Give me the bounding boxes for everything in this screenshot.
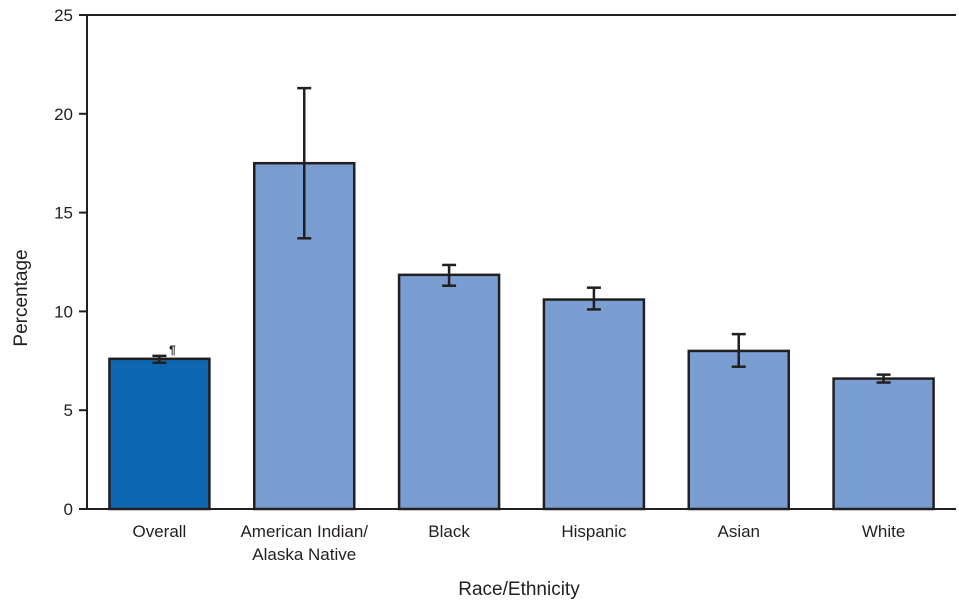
bar (832, 377, 935, 511)
x-tick-label: Hispanic (561, 522, 627, 541)
x-tick-label: Asian (717, 522, 760, 541)
plot-area: 0 5 10 15 20 25 ¶ Overall American Indian/Alaska… (54, 6, 956, 564)
y-tick-label: 20 (54, 105, 73, 124)
x-tick-label: American Indian/ (240, 522, 368, 541)
x-tick-label: Overall (132, 522, 186, 541)
bar (108, 357, 211, 511)
bar (542, 298, 646, 511)
y-tick-label: 5 (64, 401, 73, 420)
x-tick-label: Alaska Native (252, 545, 356, 564)
y-tick-label: 15 (54, 204, 73, 223)
y-tick-label: 10 (54, 302, 73, 321)
x-tick-label: White (862, 522, 905, 541)
y-tick-label: 0 (64, 500, 73, 519)
x-tick-label: Black (428, 522, 470, 541)
x-axis-title: Race/Ethnicity (458, 579, 580, 600)
footnote-marker: ¶ (169, 343, 176, 357)
bar (687, 349, 790, 511)
bar (397, 273, 501, 511)
y-tick-label: 25 (54, 6, 73, 25)
y-axis-title: Percentage (11, 249, 32, 346)
